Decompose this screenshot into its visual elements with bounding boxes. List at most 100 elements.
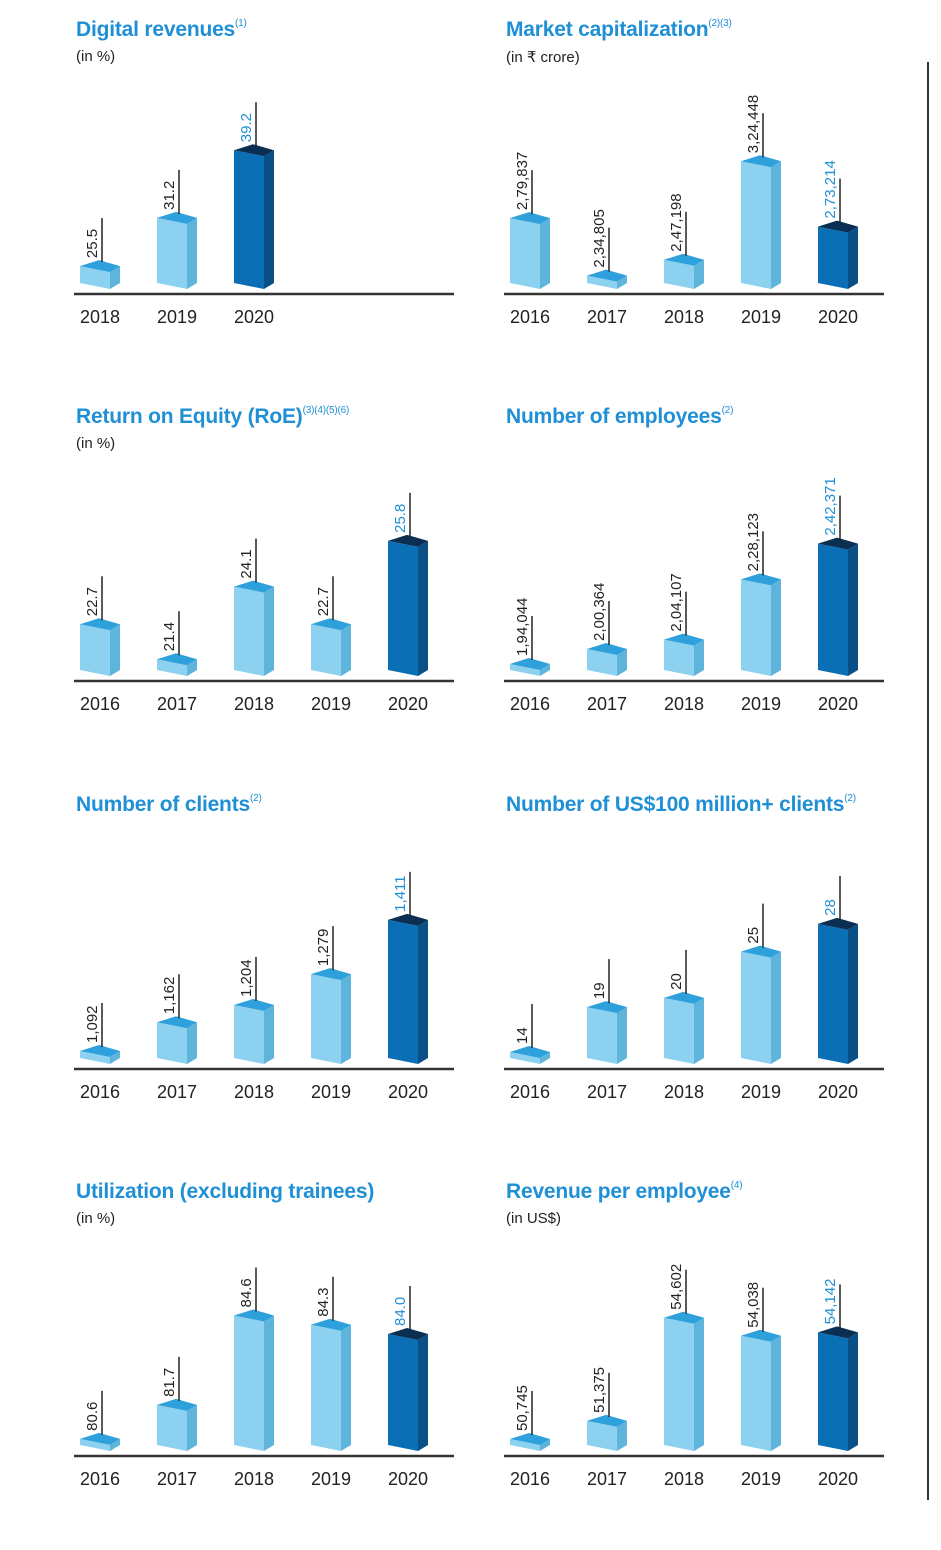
bar-2019: 1,279 — [311, 926, 351, 1064]
x-tick-label: 2016 — [80, 1469, 120, 1489]
bar-top-cap — [388, 534, 428, 547]
bar-side-face — [848, 226, 858, 289]
bar-value-label: 2,00,364 — [591, 583, 608, 641]
x-tick-label: 2020 — [388, 1082, 428, 1102]
bar-value-label: 54,038 — [745, 1282, 762, 1328]
bar-top-cap — [510, 1433, 550, 1445]
bar-side-face — [771, 161, 781, 289]
x-tick-label: 2019 — [311, 694, 351, 714]
x-tick-label: 2017 — [157, 1469, 197, 1489]
bar-value-label: 2,79,837 — [514, 152, 531, 210]
bar-value-label: 54,602 — [668, 1264, 685, 1310]
bar-side-face — [540, 218, 550, 289]
bar-2017: 51,375 — [587, 1367, 627, 1451]
bar-2018: 20 — [664, 949, 704, 1064]
bar-side-face — [694, 259, 704, 289]
bar-front-face — [741, 579, 771, 676]
bar-front-face — [234, 1004, 264, 1064]
bar-front-face — [80, 1051, 110, 1064]
bar-value-label: 1,279 — [315, 929, 332, 967]
revenue-per-employee-chart: 50,745 2016 51,375 2017 54,602 2018 54,038 2019… — [504, 1264, 884, 1489]
x-tick-label: 2018 — [234, 1082, 274, 1102]
bar-value-label: 25.8 — [392, 504, 409, 533]
number-of-100m-clients-panel: Number of US$100 million+ clients(2) 14 20… — [504, 793, 926, 1163]
bar-front-face — [80, 624, 110, 676]
revenue-per-employee-title: Revenue per employee(4) — [506, 1180, 743, 1204]
bar-front-face — [664, 639, 694, 676]
x-tick-label: 2019 — [741, 1469, 781, 1489]
bar-top-cap — [587, 269, 627, 282]
bar-top-cap — [510, 1046, 550, 1058]
bar-top-cap — [234, 580, 274, 593]
bar-side-face — [187, 217, 197, 289]
x-tick-label: 2020 — [818, 694, 858, 714]
x-tick-label: 2018 — [664, 694, 704, 714]
bar-front-face — [510, 664, 540, 676]
x-tick-label: 2019 — [311, 1469, 351, 1489]
bar-value-label: 80.6 — [84, 1402, 101, 1431]
bar-value-label: 14 — [514, 1027, 531, 1044]
bar-top-cap — [311, 968, 351, 981]
bar-value-label: 84.0 — [392, 1297, 409, 1326]
return-on-equity-panel: Return on Equity (RoE)(3)(4)(5)(6) (in %)… — [74, 405, 496, 775]
bar-top-cap — [510, 212, 550, 225]
bar-top-cap — [664, 633, 704, 646]
revenue-per-employee-panel: Revenue per employee(4) (in US$) 50,745 201… — [504, 1180, 926, 1550]
bar-2020: 25.8 — [388, 492, 428, 676]
bar-value-label: 19 — [591, 982, 608, 999]
bar-side-face — [110, 1438, 120, 1451]
bar-top-cap — [818, 220, 858, 233]
utilization-unit: (in %) — [76, 1210, 116, 1227]
x-tick-label: 2017 — [157, 694, 197, 714]
bar-front-face — [234, 150, 264, 289]
bar-front-face — [157, 217, 187, 289]
bar-front-face — [388, 1334, 418, 1451]
bar-top-cap — [234, 1309, 274, 1322]
return-on-equity-unit: (in %) — [76, 435, 116, 452]
bar-front-face — [80, 1438, 110, 1451]
bar-2020: 54,142 — [818, 1279, 858, 1451]
bar-top-cap — [157, 653, 197, 666]
x-tick-label: 2016 — [80, 1082, 120, 1102]
x-tick-label: 2020 — [818, 1082, 858, 1102]
bar-value-label: 28 — [822, 899, 839, 916]
x-tick-label: 2018 — [664, 1469, 704, 1489]
bar-value-label: 1,411 — [392, 875, 409, 911]
x-tick-label: 2018 — [664, 307, 704, 327]
bar-2017: 2,34,805 — [587, 209, 627, 289]
number-of-100m-clients-chart: 14 2016 19 2017 20 2018 25 2019 28 2020 — [504, 875, 884, 1102]
x-tick-label: 2019 — [157, 307, 197, 327]
footnote-marker: (2) — [721, 405, 734, 416]
x-tick-label: 2017 — [587, 694, 627, 714]
x-tick-label: 2020 — [818, 1469, 858, 1489]
bar-side-face — [264, 150, 274, 289]
bar-side-face — [418, 1334, 428, 1451]
bar-2018: 84.6 — [234, 1267, 274, 1451]
bar-2020: 1,411 — [388, 871, 428, 1064]
x-tick-label: 2017 — [587, 1082, 627, 1102]
x-tick-label: 2018 — [234, 1469, 274, 1489]
bar-value-label: 39.2 — [238, 113, 255, 142]
bar-2018: 24.1 — [234, 538, 274, 676]
bar-front-face — [388, 919, 418, 1064]
bar-value-label: 31.2 — [161, 181, 178, 210]
x-tick-label: 2016 — [510, 1469, 550, 1489]
bar-front-face — [818, 1332, 848, 1451]
bar-2017: 1,162 — [157, 974, 197, 1064]
bar-side-face — [110, 1051, 120, 1064]
return-on-equity-chart: 22.7 2016 21.4 2017 24.1 2018 22.7 2019 25.8 2020 — [74, 492, 454, 714]
bar-2019: 31.2 — [157, 169, 197, 289]
bar-top-cap — [818, 1326, 858, 1339]
bar-value-label: 25 — [745, 927, 762, 944]
bar-side-face — [771, 1335, 781, 1451]
bar-front-face — [587, 1007, 617, 1064]
bar-side-face — [418, 540, 428, 676]
bar-2018: 54,602 — [664, 1264, 704, 1451]
bar-2017: 81.7 — [157, 1356, 197, 1451]
bar-2019: 22.7 — [311, 576, 351, 676]
bar-value-label: 81.7 — [161, 1368, 178, 1397]
bar-2017: 19 — [587, 959, 627, 1064]
bar-side-face — [341, 624, 351, 676]
bar-2016: 1,092 — [80, 1003, 120, 1064]
x-tick-label: 2020 — [388, 1469, 428, 1489]
